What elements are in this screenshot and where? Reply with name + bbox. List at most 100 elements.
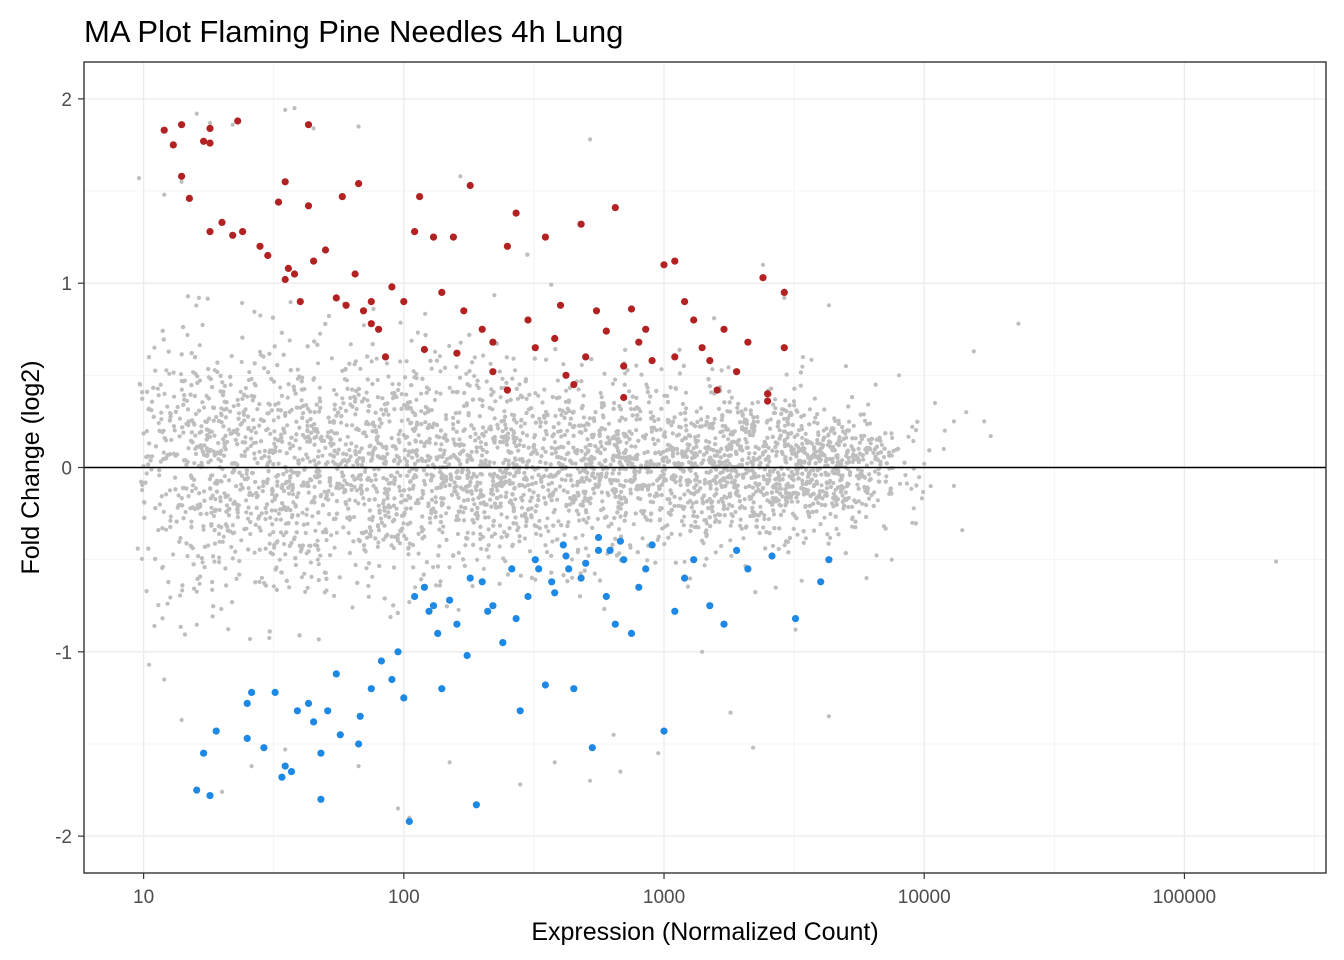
point-not-significant [147,441,152,446]
point-not-significant [788,410,793,415]
point-not-significant [699,417,704,422]
point-not-significant [635,483,640,488]
point-not-significant [494,482,499,487]
point-not-significant [800,355,806,360]
point-not-significant [872,490,877,495]
point-not-significant [386,487,391,492]
point-not-significant [911,506,916,511]
point-not-significant [279,330,284,335]
point-not-significant [517,382,522,387]
point-not-significant [172,475,178,480]
point-not-significant [857,440,863,445]
point-not-significant [456,442,461,447]
point-not-significant [566,508,572,513]
point-not-significant [506,458,511,463]
point-not-significant [645,470,650,475]
point-not-significant [397,484,402,489]
point-not-significant [550,394,555,400]
point-not-significant [518,394,524,399]
point-not-significant [422,478,427,484]
point-not-significant [564,388,569,393]
point-not-significant [448,472,453,477]
point-not-significant [328,441,333,446]
point-not-significant [391,458,397,464]
point-not-significant [424,439,430,444]
point-not-significant [830,456,835,461]
point-not-significant [504,470,509,476]
point-not-significant [282,504,287,509]
point-not-significant [551,523,556,528]
point-not-significant [422,411,428,416]
point-not-significant [628,487,633,492]
point-not-significant [825,532,830,537]
point-not-significant [775,441,780,446]
point-not-significant [486,543,491,548]
point-not-significant [354,444,359,449]
point-not-significant [583,427,588,433]
point-not-significant [332,545,337,550]
point-not-significant [384,361,390,366]
point-not-significant [652,441,657,447]
point-not-significant [689,421,694,426]
point-not-significant [875,457,880,462]
point-not-significant [766,445,771,450]
point-not-significant [708,469,713,474]
point-not-significant [775,424,780,429]
point-not-significant [354,388,359,393]
point-not-significant [688,576,693,581]
point-not-significant [602,606,607,612]
point-not-significant [368,534,373,539]
point-not-significant [601,415,606,420]
point-not-significant [584,520,589,525]
point-not-significant [793,453,799,458]
point-not-significant [794,408,799,413]
point-not-significant [235,462,240,467]
point-not-significant [284,530,289,535]
point-not-significant [622,382,627,387]
point-not-significant [736,401,741,406]
point-not-significant [532,356,537,361]
point-not-significant [824,480,829,485]
point-not-significant [454,364,459,369]
point-not-significant [576,387,581,392]
point-not-significant [622,495,627,500]
point-not-significant [492,460,497,465]
point-not-significant [683,436,689,441]
point-not-significant [627,429,632,434]
point-not-significant [610,542,615,547]
point-not-significant [457,510,462,515]
point-not-significant [200,400,205,405]
point-not-significant [382,505,387,510]
point-not-significant [512,440,517,445]
point-not-significant [302,467,307,472]
point-not-significant [167,371,172,376]
point-not-significant [353,452,358,457]
point-not-significant [773,585,778,590]
point-not-significant [623,478,628,483]
point-not-significant [407,400,413,405]
point-not-significant [834,526,839,532]
point-not-significant [819,502,824,507]
point-not-significant [484,379,489,384]
point-not-significant [251,425,257,430]
point-not-significant [426,409,431,414]
point-not-significant [412,473,418,478]
point-not-significant [398,320,403,325]
point-not-significant [878,450,884,455]
point-not-significant [488,427,494,432]
point-not-significant [610,381,616,386]
point-not-significant [244,510,249,515]
point-not-significant [267,629,272,634]
point-not-significant [808,493,813,498]
point-not-significant [722,513,727,518]
point-not-significant [721,503,727,508]
point-not-significant [327,420,332,425]
point-not-significant [210,384,215,390]
point-not-significant [824,493,830,498]
point-not-significant [361,531,366,536]
point-not-significant [499,535,504,540]
point-not-significant [729,553,734,559]
point-not-significant [409,338,414,343]
point-not-significant [845,460,850,465]
point-not-significant [177,416,182,421]
